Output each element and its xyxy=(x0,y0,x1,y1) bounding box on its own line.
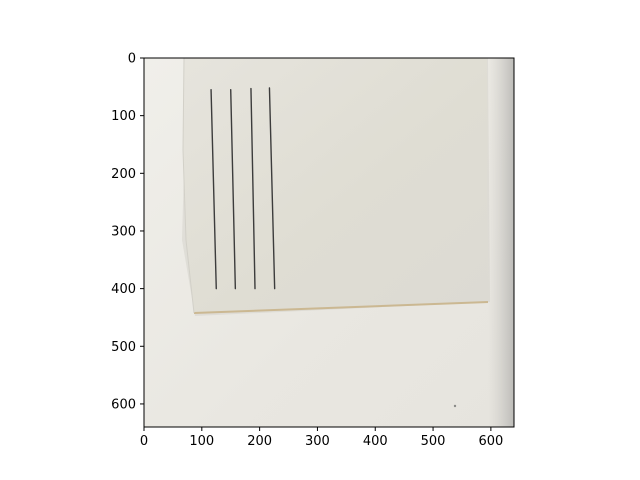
x-tick-label: 400 xyxy=(363,434,388,449)
x-tick-label: 0 xyxy=(140,434,148,449)
paper-bottom-edge xyxy=(193,301,489,314)
folded-paper xyxy=(183,58,488,313)
y-tick-label: 500 xyxy=(111,340,136,355)
x-tick-label: 200 xyxy=(247,434,272,449)
paper-left-edge xyxy=(182,58,195,314)
x-tick-label: 600 xyxy=(478,434,503,449)
pencil-line-3 xyxy=(250,87,256,290)
pencil-line-2 xyxy=(230,89,237,290)
y-tick-label: 400 xyxy=(111,282,136,297)
right-shadow xyxy=(488,58,514,427)
pencil-line-1 xyxy=(210,89,217,290)
y-tick-label: 300 xyxy=(111,224,136,239)
y-tick-label: 600 xyxy=(111,397,136,412)
y-tick-label: 200 xyxy=(111,167,136,182)
y-tick-label: 0 xyxy=(128,52,136,67)
pencil-lines xyxy=(210,87,276,290)
x-axis: 0 100 200 300 400 500 600 xyxy=(140,427,503,449)
speck xyxy=(453,404,457,408)
pencil-line-4 xyxy=(268,87,276,290)
x-tick-label: 500 xyxy=(421,434,446,449)
x-tick-label: 300 xyxy=(305,434,330,449)
y-axis: 0 100 200 300 400 500 600 xyxy=(111,52,144,412)
x-tick-label: 100 xyxy=(189,434,214,449)
y-tick-label: 100 xyxy=(111,109,136,124)
axes-frame xyxy=(143,57,515,428)
photo xyxy=(144,58,514,427)
